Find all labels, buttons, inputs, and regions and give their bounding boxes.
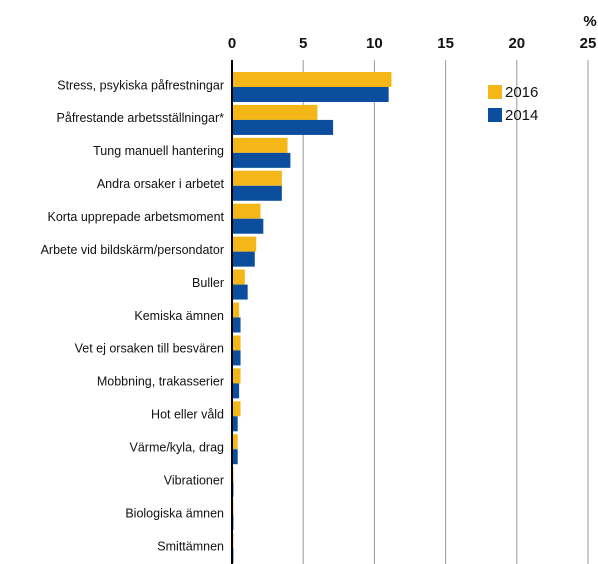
legend-label: 2014 (505, 107, 538, 124)
legend-label: 2016 (505, 84, 538, 101)
legend-swatch (488, 108, 502, 122)
bar (232, 416, 238, 432)
x-tick-label: 10 (366, 35, 383, 52)
y-tick-label: Kemiska ämnen (134, 309, 224, 323)
y-tick-label: Påfrestande arbetsställningar* (57, 111, 225, 125)
bar (232, 317, 241, 333)
bar (232, 185, 282, 201)
y-tick-label: Arbete vid bildskärm/persondator (41, 243, 224, 257)
y-tick-label: Smittämnen (157, 539, 224, 553)
bar (232, 218, 264, 234)
bar (232, 434, 238, 450)
bar (232, 335, 241, 351)
bar (232, 350, 241, 366)
bar (232, 284, 248, 300)
bar (232, 72, 392, 87)
bar (232, 383, 240, 399)
y-tick-label: Mobbning, trakasserier (97, 375, 224, 389)
bar (232, 236, 257, 252)
bar (232, 119, 334, 135)
y-tick-label: Buller (192, 276, 224, 290)
bar (232, 269, 245, 285)
x-tick-label: 5 (299, 35, 307, 52)
y-tick-label: Stress, psykiska påfrestningar (57, 78, 224, 92)
bar (232, 368, 241, 384)
x-tick-label: 20 (508, 35, 525, 52)
unit-label: % (583, 13, 596, 30)
x-tick-label: 25 (580, 35, 597, 52)
legend-swatch (488, 85, 502, 99)
bar (232, 251, 255, 267)
bar (232, 170, 282, 186)
y-tick-label: Korta upprepade arbetsmoment (48, 210, 225, 224)
bar (232, 302, 240, 318)
bar (232, 137, 288, 153)
y-tick-label: Vet ej orsaken till besvären (75, 342, 224, 356)
bar (232, 152, 291, 168)
y-tick-label: Biologiska ämnen (125, 506, 224, 520)
bar (232, 203, 261, 219)
y-tick-label: Andra orsaker i arbetet (97, 177, 225, 191)
y-tick-label: Tung manuell hantering (93, 144, 224, 158)
x-tick-label: 0 (228, 35, 236, 52)
y-tick-label: Vibrationer (164, 473, 224, 487)
bar (232, 87, 389, 102)
bar (232, 449, 238, 465)
bar (232, 104, 318, 120)
y-tick-label: Hot eller våld (151, 408, 224, 422)
x-tick-label: 15 (437, 35, 454, 52)
y-tick-label: Värme/kyla, drag (130, 441, 225, 455)
bar (232, 401, 241, 417)
